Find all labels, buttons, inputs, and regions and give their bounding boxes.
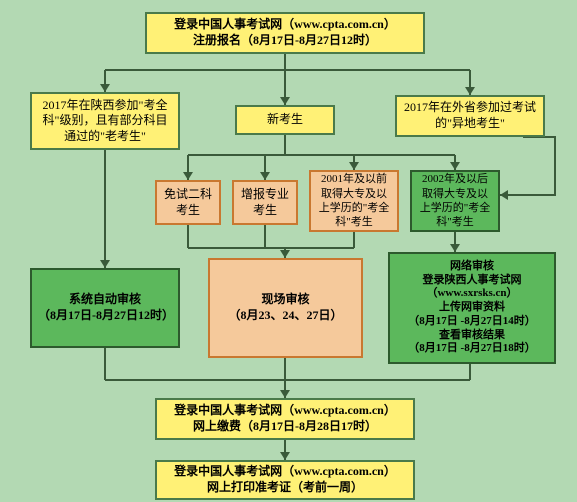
text: 网上缴费（8月17日-8月28日17时） xyxy=(193,419,377,435)
text: （www.sxrsks.cn） xyxy=(426,287,517,301)
text: （8月17日 -8月27日14时） xyxy=(408,315,535,329)
text: （8月17日 -8月27日18时） xyxy=(408,342,535,356)
box-onsite-verify: 现场审核 （8月23、24、27日） xyxy=(208,258,363,358)
text: 网上打印准考证（考前一周） xyxy=(207,480,363,496)
box-old-student: 2017年在陕西参加"考全科"级别，且有部分科目通过的"老考生" xyxy=(30,92,180,150)
text: 注册报名（8月17日-8月27日12时） xyxy=(193,33,377,49)
text: 2017年在外省参加过考试的"异地考生" xyxy=(403,100,537,131)
text: 登录中国人事考试网（www.cpta.com.cn） xyxy=(174,464,396,480)
box-payment: 登录中国人事考试网（www.cpta.com.cn） 网上缴费（8月17日-8月… xyxy=(155,398,415,440)
box-after-2002: 2002年及以后取得大专及以上学历的"考全科"考生 xyxy=(410,170,500,232)
text: 现场审核 xyxy=(261,292,309,308)
text: 登录中国人事考试网（www.cpta.com.cn） xyxy=(174,17,396,33)
text: 增报专业考生 xyxy=(240,187,290,218)
box-print: 登录中国人事考试网（www.cpta.com.cn） 网上打印准考证（考前一周） xyxy=(155,460,415,500)
box-register: 登录中国人事考试网（www.cpta.com.cn） 注册报名（8月17日-8月… xyxy=(145,12,425,54)
text: 上传网审资料 xyxy=(439,301,505,315)
box-new-student: 新考生 xyxy=(235,105,335,135)
text: 登录中国人事考试网（www.cpta.com.cn） xyxy=(174,403,396,419)
box-exempt: 免试二科考生 xyxy=(155,180,221,225)
text: （8月23、24、27日） xyxy=(228,308,342,324)
box-before-2001: 2001年及以前取得大专及以上学历的"考全科"考生 xyxy=(309,170,399,232)
text: 免试二科考生 xyxy=(163,187,213,218)
text: 2001年及以前取得大专及以上学历的"考全科"考生 xyxy=(317,172,391,229)
box-other-province: 2017年在外省参加过考试的"异地考生" xyxy=(395,95,545,137)
box-auto-verify: 系统自动审核 （8月17日-8月27日12时） xyxy=(30,268,180,348)
text: 网络审核 xyxy=(450,260,494,274)
text: 2017年在陕西参加"考全科"级别，且有部分科目通过的"老考生" xyxy=(38,98,172,145)
text: 登录陕西人事考试网 xyxy=(423,274,522,288)
box-online-verify: 网络审核 登录陕西人事考试网 （www.sxrsks.cn） 上传网审资料 （8… xyxy=(388,252,556,364)
text: 新考生 xyxy=(267,112,303,128)
text: 2002年及以后取得大专及以上学历的"考全科"考生 xyxy=(418,172,492,229)
box-add-major: 增报专业考生 xyxy=(232,180,298,225)
text: （8月17日-8月27日12时） xyxy=(38,308,172,324)
text: 系统自动审核 xyxy=(69,292,141,308)
text: 查看审核结果 xyxy=(439,329,505,343)
